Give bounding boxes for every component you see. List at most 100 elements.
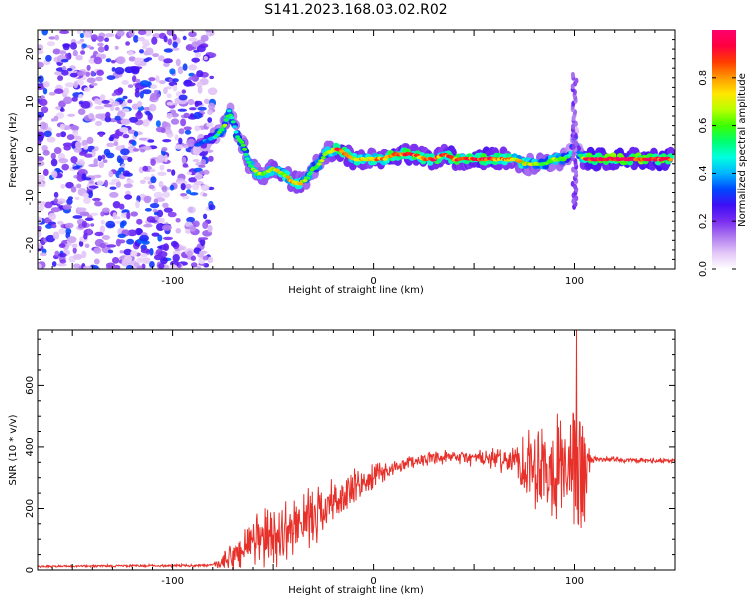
noise-blob <box>143 257 151 264</box>
noise-blob <box>73 147 82 153</box>
noise-blob <box>67 113 75 117</box>
noise-blob <box>175 58 181 67</box>
noise-blob <box>156 209 164 218</box>
noise-blob <box>86 64 91 71</box>
noise-blob <box>118 110 124 115</box>
noise-blob <box>75 141 82 149</box>
noise-blob <box>125 190 131 196</box>
noise-blob <box>191 74 199 82</box>
y-tick-label: 600 <box>25 376 36 395</box>
noise-blob <box>71 96 78 102</box>
noise-blob <box>196 70 204 78</box>
noise-blob <box>70 125 80 131</box>
noise-blob <box>177 108 187 112</box>
ridge-point <box>232 125 238 129</box>
noise-blob <box>117 233 127 238</box>
noise-blob <box>149 168 156 173</box>
noise-blob <box>157 217 165 223</box>
noise-blob <box>174 134 179 141</box>
ridge-point <box>219 128 225 132</box>
noise-blob <box>208 204 216 211</box>
noise-blob <box>76 183 82 189</box>
colorbar-axes: 0.0 0.2 0.4 0.6 0.8 <box>698 70 736 277</box>
noise-blob <box>54 250 60 257</box>
noise-blob <box>120 148 130 156</box>
noise-blob <box>186 216 196 223</box>
noise-blob <box>147 139 155 143</box>
noise-blob <box>105 58 112 63</box>
noise-blob <box>58 228 66 235</box>
noise-blob <box>171 112 179 118</box>
noise-blob <box>91 149 96 157</box>
ridge-point <box>230 120 236 124</box>
noise-blob <box>94 146 99 152</box>
noise-blob <box>130 211 138 217</box>
noise-blob <box>76 40 83 45</box>
noise-blob <box>38 216 43 224</box>
ridge-point <box>246 160 252 164</box>
ridge-point <box>316 162 322 166</box>
noise-blob <box>53 198 58 204</box>
noise-blob <box>186 82 196 87</box>
noise-blob <box>189 224 197 232</box>
noise-blob <box>135 111 143 120</box>
noise-blob <box>162 202 169 208</box>
noise-blob <box>84 243 90 248</box>
noise-blob <box>50 152 56 160</box>
noise-blob <box>183 126 192 131</box>
noise-blob <box>72 215 83 219</box>
noise-blob <box>87 190 94 199</box>
noise-blob <box>95 113 106 119</box>
noise-blob <box>53 147 62 154</box>
noise-blob <box>130 66 140 73</box>
y-tick-label: 20 <box>25 48 36 61</box>
noise-blob <box>127 84 134 88</box>
noise-blob <box>83 153 94 158</box>
noise-blob <box>163 48 173 53</box>
noise-blob <box>81 139 88 147</box>
noise-blob <box>86 77 96 84</box>
snr-xlabel: Height of straight line (km) <box>288 585 424 596</box>
noise-blob <box>90 223 95 227</box>
noise-blob <box>118 167 125 173</box>
noise-blob <box>143 51 150 56</box>
colorbar-label: Normalized spectral amplitude <box>737 73 748 227</box>
noise-blob <box>119 127 129 133</box>
noise-blob <box>77 108 86 115</box>
noise-blob <box>172 33 177 41</box>
noise-blob <box>149 248 154 256</box>
noise-blob <box>48 212 57 221</box>
noise-blob <box>60 58 69 63</box>
noise-blob <box>45 54 52 62</box>
ridge-point <box>205 139 211 143</box>
noise-blob <box>78 94 84 99</box>
noise-blob <box>66 134 75 141</box>
noise-blob <box>163 35 168 43</box>
noise-blob <box>41 145 48 152</box>
noise-blob <box>188 177 197 183</box>
noise-blob <box>97 155 103 162</box>
noise-blob <box>107 249 114 254</box>
x-tick-label: 0 <box>370 576 376 587</box>
noise-blob <box>42 88 48 95</box>
noise-blob <box>187 206 196 214</box>
noise-blob <box>50 158 58 167</box>
noise-blob <box>102 207 110 213</box>
x-tick-label: 100 <box>565 276 584 287</box>
noise-blob <box>114 45 119 50</box>
noise-blob <box>93 56 103 65</box>
noise-blob <box>83 177 92 181</box>
noise-blob <box>54 71 63 76</box>
noise-blob <box>96 69 104 76</box>
noise-blob <box>169 68 176 75</box>
noise-blob <box>72 129 79 137</box>
noise-blob <box>116 155 122 164</box>
noise-blob <box>145 57 153 61</box>
noise-blob <box>136 257 146 263</box>
noise-blob <box>185 183 192 190</box>
colorbar <box>712 30 736 269</box>
noise-blob <box>151 36 158 45</box>
noise-blob <box>112 212 118 220</box>
noise-blob <box>193 111 202 120</box>
noise-blob <box>175 218 181 223</box>
